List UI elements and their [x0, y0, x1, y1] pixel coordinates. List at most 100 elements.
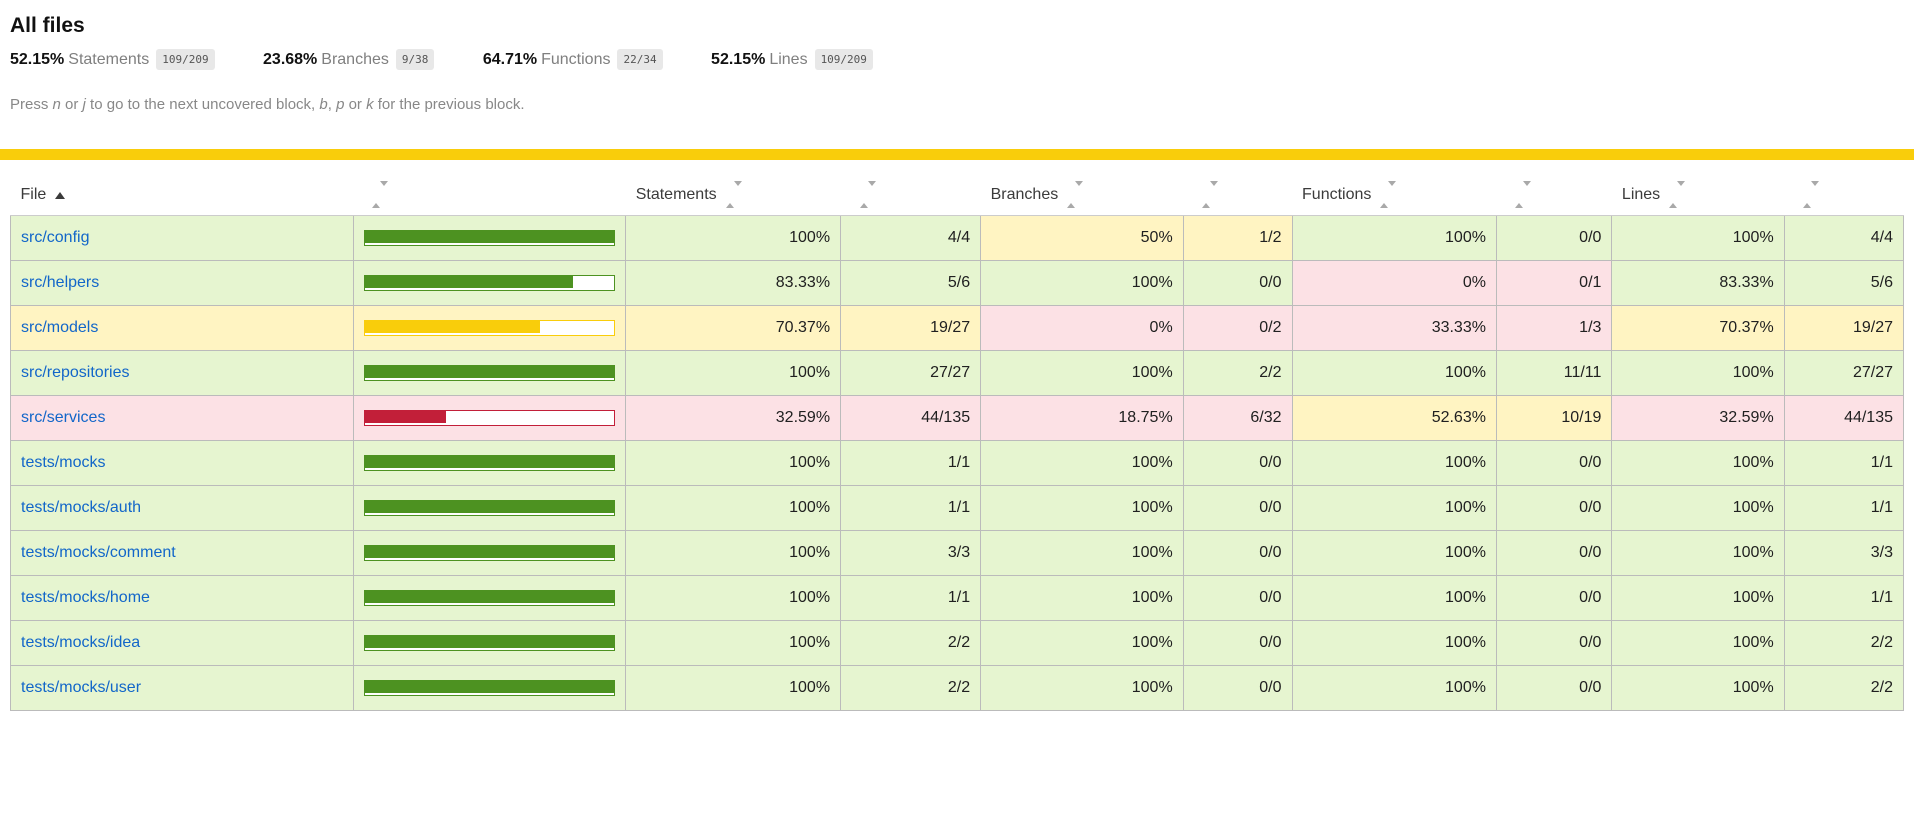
- file-link[interactable]: src/models: [21, 319, 99, 337]
- sort-icon[interactable]: [1067, 181, 1084, 209]
- coverage-bar: [363, 500, 616, 517]
- statements-raw-cell: 4/4: [840, 215, 982, 262]
- table-row: src/models 70.37% 19/27 0% 0/2 33.33% 1/3 70.37…: [10, 305, 1905, 352]
- file-cell: tests/mocks/user: [10, 665, 354, 712]
- statements-label: Statements: [68, 51, 150, 68]
- lines-pct-cell: 100%: [1611, 575, 1785, 622]
- branches-raw-cell: 6/32: [1182, 395, 1293, 442]
- file-cell: tests/mocks/home: [10, 575, 354, 622]
- column-header-lines-raw[interactable]: [1784, 175, 1904, 217]
- file-link[interactable]: tests/mocks/auth: [21, 499, 142, 517]
- statements-raw-cell: 1/1: [840, 440, 982, 487]
- file-link[interactable]: tests/mocks/idea: [21, 634, 141, 652]
- coverage-summary-metrics: 52.15% Statements 109/209 23.68% Branches 9/…: [10, 49, 1904, 70]
- lines-pct-cell: 100%: [1611, 485, 1785, 532]
- file-cell: src/helpers: [10, 260, 354, 307]
- branches-pct-cell: 100%: [980, 485, 1184, 532]
- functions-raw-cell: 0/0: [1495, 215, 1613, 262]
- sort-icon[interactable]: [372, 181, 389, 209]
- lines-pct-cell: 100%: [1611, 215, 1785, 262]
- file-link[interactable]: tests/mocks/comment: [21, 544, 176, 562]
- lines-raw-cell: 2/2: [1783, 665, 1905, 712]
- column-header-functions-raw[interactable]: [1496, 175, 1612, 217]
- functions-raw-cell: 0/0: [1495, 485, 1613, 532]
- branches-raw-cell: 0/0: [1182, 620, 1293, 667]
- column-header-statements-label: Statements: [635, 186, 717, 204]
- branches-raw-cell: 1/2: [1182, 215, 1293, 262]
- column-header-branches[interactable]: Branches: [980, 175, 1184, 217]
- column-header-statements-raw[interactable]: [840, 175, 981, 217]
- lines-percent: 52.15%: [711, 51, 766, 68]
- table-row: src/services 32.59% 44/135 18.75% 6/32 52.63%…: [10, 395, 1905, 442]
- file-link[interactable]: src/config: [21, 229, 90, 247]
- statements-pct-cell: 100%: [625, 350, 842, 397]
- shortcut-key: p: [336, 96, 345, 114]
- functions-raw-cell: 0/1: [1495, 260, 1613, 307]
- column-header-lines[interactable]: Lines: [1611, 175, 1785, 217]
- branches-pct-cell: 100%: [980, 665, 1184, 712]
- statements-pct-cell: 32.59%: [625, 395, 842, 442]
- functions-raw-cell: 11/11: [1495, 350, 1613, 397]
- hint-text: or: [60, 96, 83, 114]
- branches-pct-cell: 100%: [980, 575, 1184, 622]
- branches-raw-cell: 0/0: [1182, 575, 1293, 622]
- statements-percent: 52.15%: [10, 51, 65, 68]
- statements-pct-cell: 100%: [625, 440, 842, 487]
- file-cell: src/services: [10, 395, 354, 442]
- branches-raw-cell: 0/0: [1182, 485, 1293, 532]
- file-link[interactable]: src/helpers: [21, 274, 100, 292]
- column-header-branches-raw[interactable]: [1183, 175, 1293, 217]
- sort-icon[interactable]: [859, 181, 876, 209]
- file-link[interactable]: src/services: [21, 409, 106, 427]
- coverage-bar-cell: [352, 575, 627, 622]
- coverage-bar: [363, 455, 616, 472]
- sort-icon[interactable]: [725, 181, 742, 209]
- sort-ascending-icon: [55, 191, 66, 199]
- coverage-bar-cell: [352, 440, 627, 487]
- branches-label: Branches: [321, 51, 389, 68]
- sort-icon[interactable]: [1803, 181, 1820, 209]
- statements-pct-cell: 70.37%: [625, 305, 842, 352]
- functions-pct-cell: 100%: [1291, 440, 1497, 487]
- coverage-bar-cell: [352, 530, 627, 577]
- file-cell: tests/mocks/comment: [10, 530, 354, 577]
- sort-icon[interactable]: [1380, 181, 1397, 209]
- file-link[interactable]: tests/mocks: [21, 454, 106, 472]
- coverage-bar: [363, 590, 616, 607]
- statements-pct-cell: 100%: [625, 620, 842, 667]
- file-cell: src/repositories: [10, 350, 354, 397]
- lines-raw-cell: 2/2: [1783, 620, 1905, 667]
- functions-raw-cell: 0/0: [1495, 575, 1613, 622]
- lines-raw-cell: 19/27: [1783, 305, 1905, 352]
- table-row: tests/mocks 100% 1/1 100% 0/0 100% 0/0 100% 1/1: [10, 440, 1905, 487]
- branches-percent: 23.68%: [263, 51, 318, 68]
- lines-pct-cell: 83.33%: [1611, 260, 1785, 307]
- table-row: tests/mocks/home 100% 1/1 100% 0/0 100% 0/0 100…: [10, 575, 1905, 622]
- branches-pct-cell: 50%: [980, 215, 1184, 262]
- file-link[interactable]: src/repositories: [21, 364, 130, 382]
- file-cell: src/models: [10, 305, 354, 352]
- coverage-bar-cell: [352, 350, 627, 397]
- column-header-functions[interactable]: Functions: [1292, 175, 1497, 217]
- coverage-bar-fill: [364, 231, 615, 244]
- coverage-bar-fill: [364, 681, 615, 694]
- column-header-file[interactable]: File: [10, 175, 354, 217]
- table-row: tests/mocks/auth 100% 1/1 100% 0/0 100% 0/0 100…: [10, 485, 1905, 532]
- table-row: src/config 100% 4/4 50% 1/2 100% 0/0 100% 4/4: [10, 215, 1905, 262]
- column-header-statements[interactable]: Statements: [625, 175, 841, 217]
- column-header-chart[interactable]: [353, 175, 626, 217]
- coverage-bar: [363, 680, 616, 697]
- coverage-bar-fill: [364, 276, 573, 289]
- lines-pct-cell: 100%: [1611, 665, 1785, 712]
- sort-icon[interactable]: [1515, 181, 1532, 209]
- coverage-bar-cell: [352, 260, 627, 307]
- coverage-table-container: File Statements Branches Functions Lines…: [10, 175, 1905, 712]
- sort-icon[interactable]: [1202, 181, 1219, 209]
- file-link[interactable]: tests/mocks/home: [21, 589, 150, 607]
- file-link[interactable]: tests/mocks/user: [21, 679, 142, 697]
- sort-icon[interactable]: [1669, 181, 1686, 209]
- functions-pct-cell: 52.63%: [1291, 395, 1497, 442]
- column-header-functions-label: Functions: [1302, 186, 1372, 204]
- coverage-bar: [363, 635, 616, 652]
- file-cell: tests/mocks: [10, 440, 354, 487]
